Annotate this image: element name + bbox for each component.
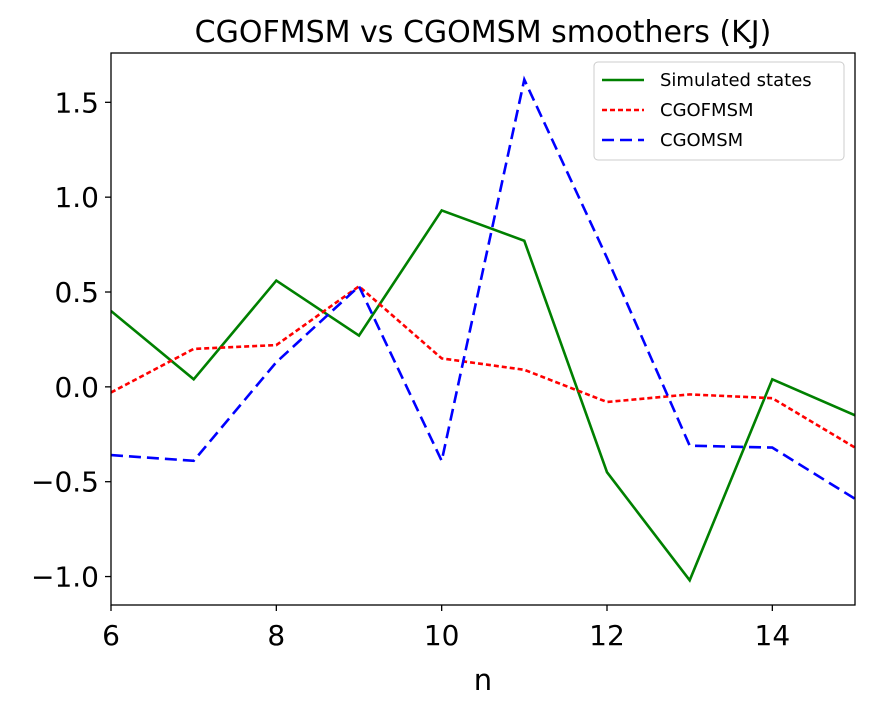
y-tick-label: −0.5	[31, 466, 99, 499]
x-tick-label: 12	[589, 619, 625, 652]
chart-title: CGOFMSM vs CGOMSM smoothers (KJ)	[195, 15, 772, 50]
legend-entry-2: CGOMSM	[660, 130, 743, 151]
x-axis-label: n	[474, 663, 492, 697]
legend: Simulated states CGOFMSM CGOMSM	[593, 61, 845, 161]
plot-frame	[110, 52, 856, 606]
x-tick-label: 6	[102, 619, 120, 652]
y-tick-label: 1.5	[54, 86, 99, 119]
x-tick-label: 14	[755, 619, 791, 652]
series-line-1	[111, 284, 855, 449]
y-tick-label: 1.0	[54, 181, 99, 214]
y-tick-label: 0.5	[54, 276, 99, 309]
legend-entry-1: CGOFMSM	[660, 100, 754, 121]
x-tick-label: 10	[424, 619, 460, 652]
x-tick-label: 8	[267, 619, 285, 652]
axes: 6 8 10 12 14 −1.0 −0.5 0.0 0.5 1.0 1.5	[31, 52, 856, 652]
y-tick-label: −1.0	[31, 561, 99, 594]
legend-box	[593, 61, 845, 161]
series-line-2	[111, 75, 855, 500]
series-line-0	[111, 208, 855, 583]
y-tick-label: 0.0	[54, 371, 99, 404]
legend-entry-0: Simulated states	[660, 70, 812, 91]
plot-area	[111, 75, 855, 583]
